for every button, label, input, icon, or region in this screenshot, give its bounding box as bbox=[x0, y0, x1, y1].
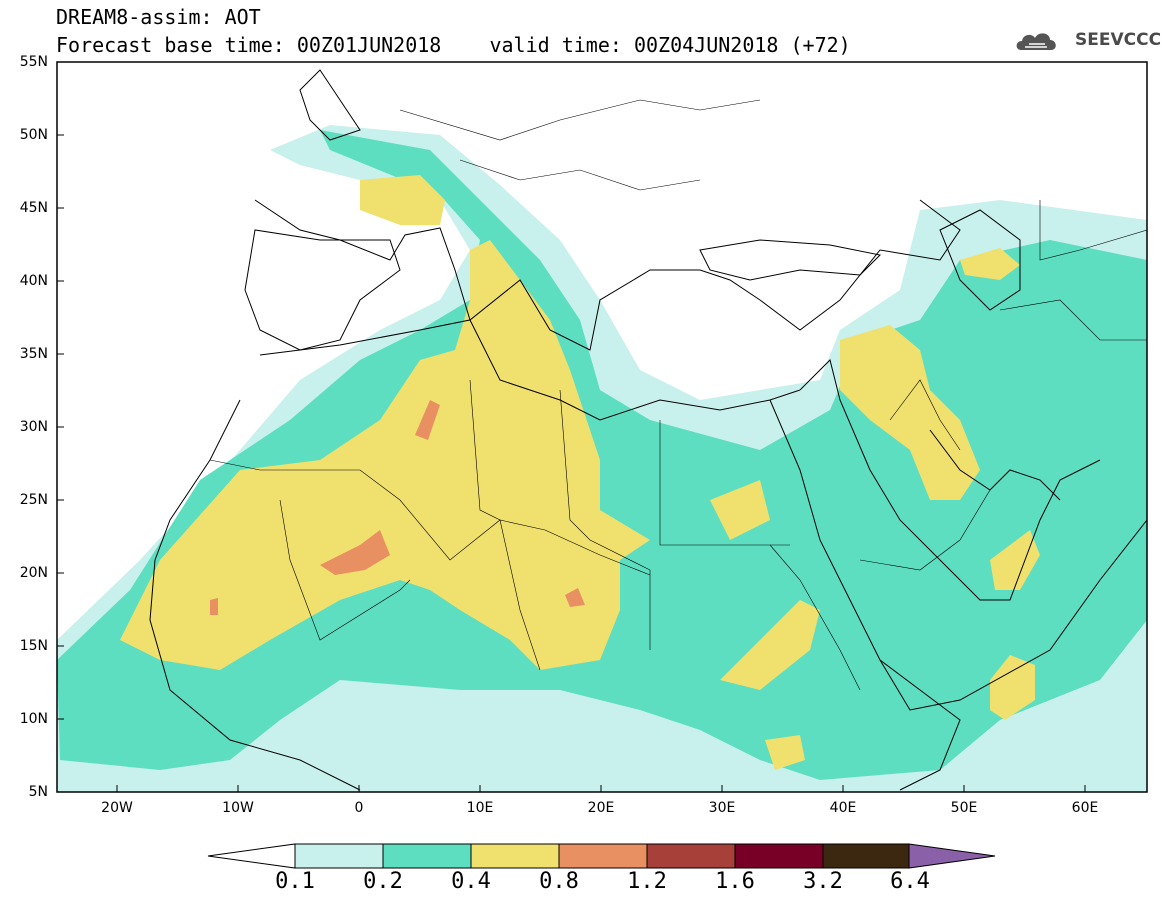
lat-label-55n: 55N bbox=[19, 54, 48, 70]
red-sea-coast bbox=[769, 399, 1147, 711]
lat-label-10n: 10N bbox=[19, 711, 48, 727]
africa-coastline bbox=[149, 399, 361, 791]
gulf-coast bbox=[929, 429, 1061, 501]
aot-band-0-8 bbox=[415, 400, 440, 440]
lat-label-25n: 25N bbox=[19, 492, 48, 508]
country-borders bbox=[209, 99, 1147, 691]
black-sea-coast bbox=[699, 239, 882, 281]
border bbox=[659, 420, 790, 546]
border bbox=[889, 379, 961, 451]
colorbar-label: 0.4 bbox=[451, 869, 491, 894]
cloud-logo-icon bbox=[1016, 33, 1056, 50]
lon-label-10w: 10W bbox=[222, 800, 254, 816]
border bbox=[279, 499, 411, 641]
lon-label-0: 0 bbox=[354, 800, 364, 816]
lon-label-30e: 30E bbox=[708, 800, 736, 816]
lon-label-10e: 10E bbox=[466, 800, 494, 816]
colorbar-label: 6.4 bbox=[890, 869, 930, 894]
caspian-coast bbox=[939, 209, 1021, 311]
aot-band-0-8 bbox=[210, 598, 218, 615]
colorbar-swatch bbox=[734, 843, 824, 869]
colorbar-swatch bbox=[382, 843, 472, 869]
lat-label-50n: 50N bbox=[19, 127, 48, 143]
aot-band-0-4 bbox=[960, 248, 1020, 280]
lon-label-40e: 40E bbox=[829, 800, 857, 816]
border bbox=[859, 489, 991, 571]
forecast-time-subtitle: Forecast base time: 00Z01JUN2018 valid t… bbox=[56, 33, 851, 57]
arabia-coast bbox=[799, 359, 1101, 601]
colorbar-swatch bbox=[470, 843, 560, 869]
logo-text: SEEVCCC bbox=[1075, 30, 1162, 50]
border bbox=[469, 379, 541, 671]
aot-band-0-4 bbox=[840, 325, 980, 500]
lat-label-15n: 15N bbox=[19, 638, 48, 654]
colorbar bbox=[207, 843, 996, 869]
colorbar-label: 3.2 bbox=[803, 869, 843, 894]
aot-band-0-4 bbox=[360, 175, 445, 225]
colorbar-label: 0.2 bbox=[363, 869, 403, 894]
colorbar-swatch bbox=[822, 843, 910, 869]
lat-label-35n: 35N bbox=[19, 346, 48, 362]
colorbar-label: 1.2 bbox=[627, 869, 667, 894]
colorbar-swatch bbox=[558, 843, 648, 869]
coastlines bbox=[149, 69, 1147, 791]
africa-north-coast bbox=[259, 319, 801, 421]
aot-shading bbox=[57, 125, 1147, 792]
axis-ticks bbox=[57, 61, 1086, 792]
colorbar-swatch bbox=[646, 843, 736, 869]
colorbar-label: 1.6 bbox=[715, 869, 755, 894]
lat-label-20n: 20N bbox=[19, 565, 48, 581]
aot-band-0-4 bbox=[710, 480, 770, 540]
colorbar-swatch bbox=[294, 843, 384, 869]
border bbox=[559, 389, 651, 650]
border bbox=[1039, 200, 1147, 261]
aot-band-0-4 bbox=[990, 655, 1035, 720]
chart-title: DREAM8-assim: AOT bbox=[56, 5, 261, 29]
iberia-coastline bbox=[244, 229, 401, 351]
british-isles bbox=[299, 69, 361, 141]
colorbar-label: 0.1 bbox=[275, 869, 315, 894]
aot-band-0-2 bbox=[57, 130, 1147, 780]
lat-label-40n: 40N bbox=[19, 273, 48, 289]
aot-band-0-8 bbox=[565, 588, 585, 607]
border bbox=[459, 159, 701, 191]
border bbox=[769, 544, 861, 691]
colorbar-under-arrow bbox=[207, 843, 296, 869]
lon-label-20w: 20W bbox=[101, 800, 133, 816]
horn-coast bbox=[879, 659, 961, 791]
aot-band-0-4 bbox=[120, 240, 650, 670]
lat-label-45n: 45N bbox=[19, 200, 48, 216]
border bbox=[209, 459, 651, 576]
border bbox=[399, 99, 761, 141]
lon-label-60e: 60E bbox=[1071, 800, 1099, 816]
aot-band-0-8 bbox=[320, 530, 390, 575]
lat-label-5n: 5N bbox=[28, 784, 48, 800]
lat-label-30n: 30N bbox=[19, 419, 48, 435]
aot-band-0-4 bbox=[990, 530, 1040, 590]
colorbar-label: 0.8 bbox=[539, 869, 579, 894]
lon-label-50e: 50E bbox=[950, 800, 978, 816]
aot-band-0-4 bbox=[765, 735, 805, 770]
colorbar-over-arrow bbox=[908, 843, 996, 869]
border bbox=[999, 299, 1147, 341]
aot-band-0-4 bbox=[720, 600, 820, 690]
lon-label-20e: 20E bbox=[587, 800, 615, 816]
